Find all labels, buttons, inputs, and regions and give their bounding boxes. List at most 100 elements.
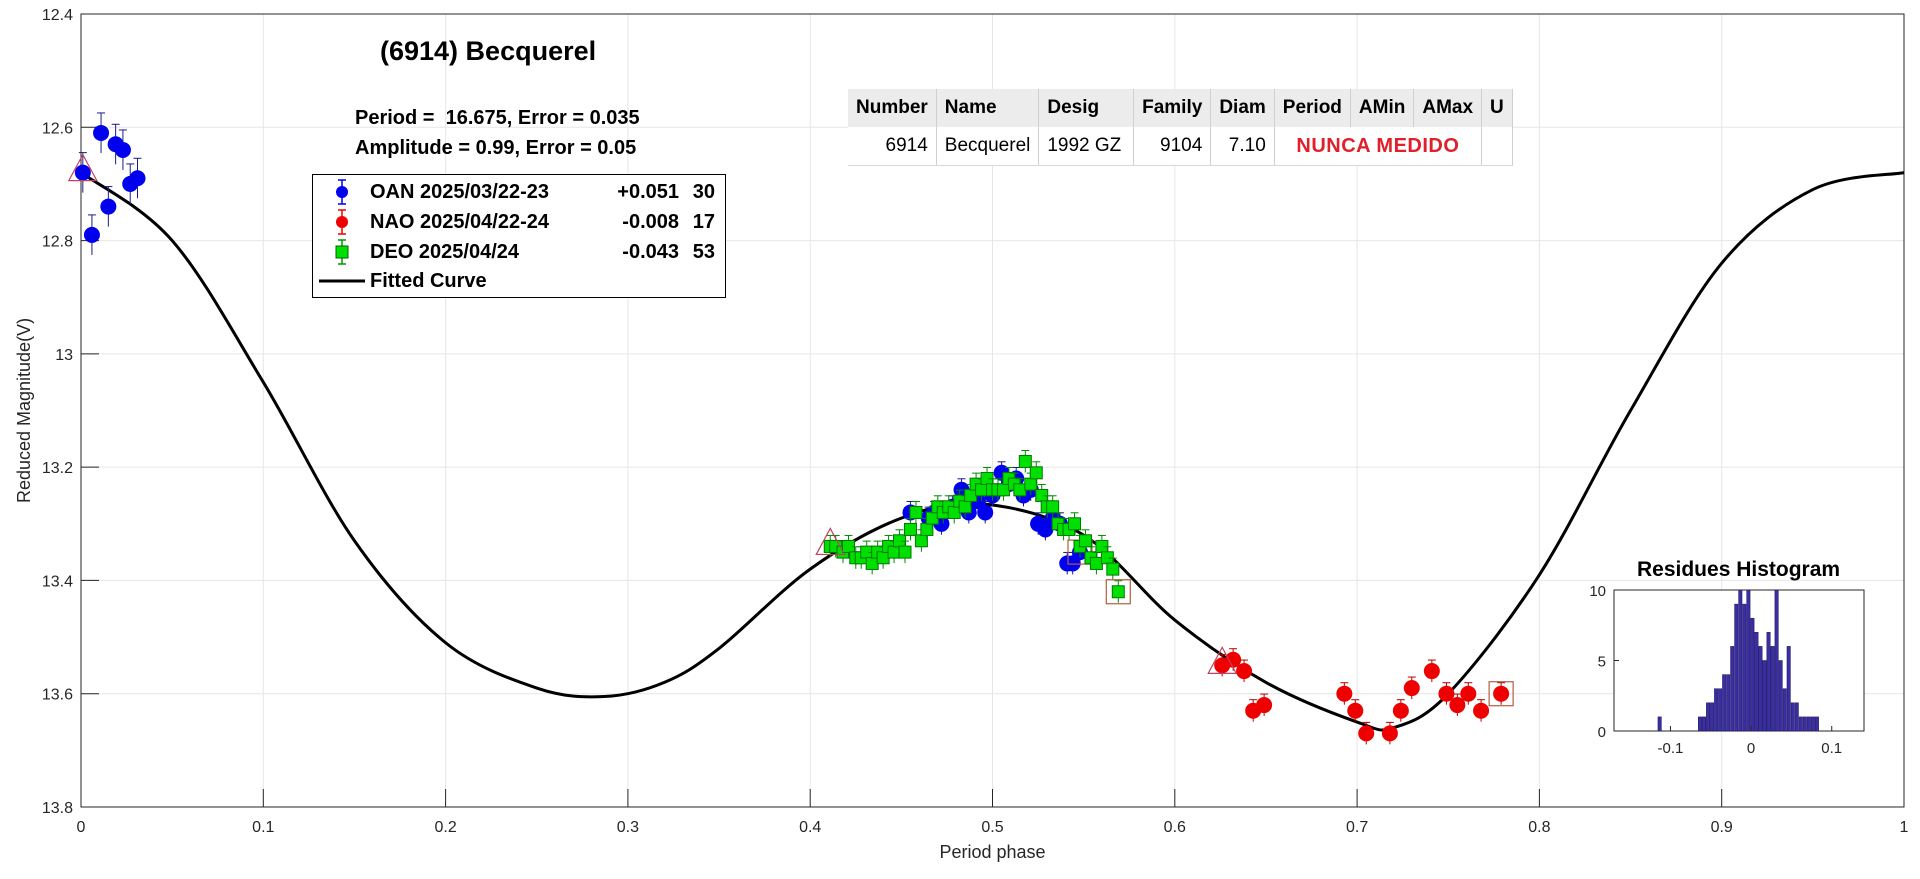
session-end-marker xyxy=(1105,579,1131,605)
legend-item-fitted-curve: Fitted Curve xyxy=(313,266,725,296)
data-point-nao xyxy=(1460,685,1477,702)
histogram-bar xyxy=(1726,674,1731,732)
histogram-bar xyxy=(1734,603,1739,732)
data-point-oan xyxy=(129,170,146,187)
data-point-deo xyxy=(1013,483,1027,497)
y-tick-label: 13.4 xyxy=(42,573,73,590)
data-point-deo xyxy=(958,500,972,514)
x-tick-label: 0.6 xyxy=(1164,819,1186,836)
legend-label: NAO 2025/04/22-24 xyxy=(370,211,550,233)
x-tick-label: 0.9 xyxy=(1711,819,1733,836)
histogram-bar xyxy=(1782,688,1787,732)
session-end-marker xyxy=(1488,681,1514,707)
data-point-deo xyxy=(1078,534,1092,548)
histogram-bar xyxy=(1738,589,1743,732)
data-point-nao xyxy=(1347,702,1364,719)
histogram-bar xyxy=(1778,660,1783,732)
legend-count: 17 xyxy=(692,211,715,233)
histogram-bar xyxy=(1750,617,1755,732)
data-point-oan xyxy=(100,198,117,215)
cell-family: 9104 xyxy=(1133,127,1212,166)
x-tick-label: 0 xyxy=(77,819,86,836)
legend-label: Fitted Curve xyxy=(370,270,487,292)
histogram-bar xyxy=(1657,716,1662,732)
histogram-bar xyxy=(1758,646,1763,732)
data-point-oan xyxy=(74,164,91,181)
legend: OAN 2025/03/22-23 +0.051 30 NAO 2025/04/… xyxy=(312,174,726,298)
histogram-bar xyxy=(1774,589,1779,732)
data-point-nao xyxy=(1473,702,1490,719)
legend-offset: +0.051 xyxy=(617,181,679,203)
y-tick-label: 12.8 xyxy=(42,234,73,251)
data-point-oan xyxy=(93,124,110,141)
data-point-nao xyxy=(1403,680,1420,697)
data-point-deo xyxy=(909,505,923,519)
col-number: Number xyxy=(848,89,937,127)
y-tick-label: 12.6 xyxy=(42,120,73,137)
amplitude-line: Amplitude = 0.99, Error = 0.05 xyxy=(355,137,637,159)
data-point-deo xyxy=(887,545,901,559)
data-point-nao xyxy=(1336,685,1353,702)
col-u: U xyxy=(1481,89,1513,127)
histogram-bar xyxy=(1702,716,1706,732)
data-point-nao xyxy=(1236,663,1253,680)
data-point-oan xyxy=(114,141,131,158)
data-point-deo xyxy=(1089,556,1103,570)
histogram-bar xyxy=(1770,646,1775,732)
col-desig: Desig xyxy=(1038,89,1135,127)
data-point-deo xyxy=(975,483,989,497)
cell-number: 6914 xyxy=(848,127,937,166)
data-point-deo xyxy=(925,511,939,525)
session-start-marker xyxy=(67,153,98,182)
histogram-bar xyxy=(1762,660,1767,732)
data-point-deo xyxy=(903,522,917,536)
data-point-nao xyxy=(1438,685,1455,702)
hist-y-tick-label: 0 xyxy=(1598,724,1606,741)
x-tick-label: 0.7 xyxy=(1346,819,1368,836)
hist-y-tick-label: 10 xyxy=(1589,583,1606,600)
x-tick-label: 0.4 xyxy=(799,819,821,836)
histogram-bar xyxy=(1806,716,1811,732)
histogram-title: Residues Histogram xyxy=(1637,558,1841,581)
histogram-bar xyxy=(1810,716,1815,732)
col-amax: AMax xyxy=(1413,89,1483,127)
cell-desig: 1992 GZ xyxy=(1038,127,1135,166)
data-point-oan xyxy=(977,504,994,521)
chart-title: (6914) Becquerel xyxy=(380,36,597,66)
legend-marker-nao xyxy=(336,209,348,235)
y-tick-label: 13.6 xyxy=(42,687,73,704)
x-axis-label: Period phase xyxy=(939,842,1045,862)
data-point-deo xyxy=(876,551,890,565)
plot-frame xyxy=(80,13,1905,808)
legend-item-nao: NAO 2025/04/22-24 -0.008 17 xyxy=(313,207,725,237)
data-point-nao xyxy=(1256,697,1273,714)
data-point-deo xyxy=(1046,500,1060,514)
data-point-deo xyxy=(1024,477,1038,491)
x-tick-label: 1 xyxy=(1900,819,1909,836)
histogram-bar xyxy=(1730,646,1735,732)
histogram-bar xyxy=(1786,646,1791,732)
histogram-bar xyxy=(1698,716,1702,732)
x-tick-label: 0.5 xyxy=(981,819,1003,836)
col-period: Period xyxy=(1274,89,1351,127)
data-point-deo xyxy=(865,556,879,570)
legend-count: 30 xyxy=(692,181,715,203)
histogram-bar xyxy=(1706,702,1711,732)
x-tick-label: 0.3 xyxy=(617,819,639,836)
data-point-nao xyxy=(1449,697,1466,714)
hist-x-tick-label: 0.1 xyxy=(1821,740,1842,757)
y-tick-label: 13.8 xyxy=(42,800,73,817)
histogram-bar xyxy=(1754,632,1759,732)
histogram-bar xyxy=(1746,589,1751,732)
table-header-row: Number Name Desig Family Diam Period AMi… xyxy=(848,89,1513,127)
cell-name: Becquerel xyxy=(936,127,1040,166)
histogram-bar xyxy=(1742,603,1747,732)
histogram-bar xyxy=(1710,702,1715,732)
data-point-deo xyxy=(898,545,912,559)
data-point-deo xyxy=(914,534,928,548)
asteroid-info-table: Number Name Desig Family Diam Period AMi… xyxy=(848,89,1513,166)
data-point-nao xyxy=(1358,725,1375,742)
hist-x-tick-label: -0.1 xyxy=(1658,740,1684,757)
histogram-bar xyxy=(1714,688,1719,732)
